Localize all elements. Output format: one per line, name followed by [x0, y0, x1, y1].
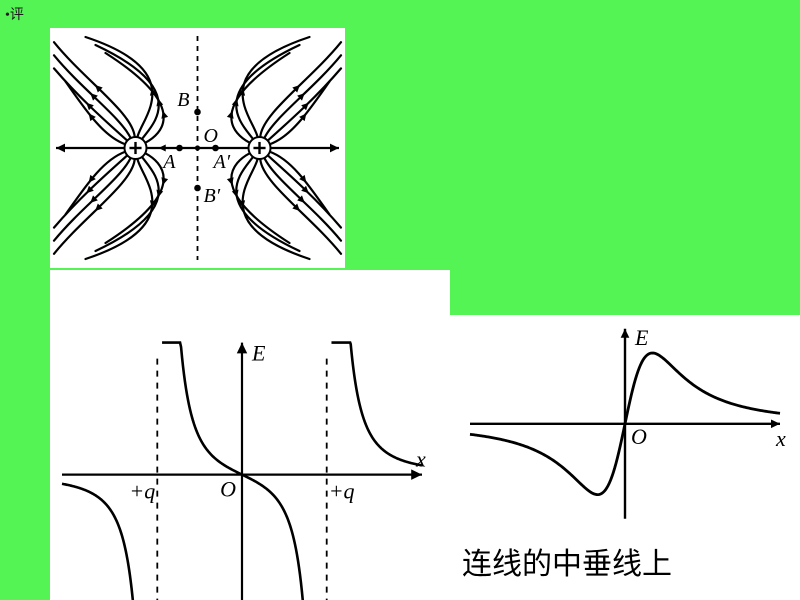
svg-text:+q: +q: [329, 479, 355, 504]
svg-text:O: O: [204, 125, 218, 147]
svg-text:O: O: [220, 477, 236, 502]
svg-text:E: E: [251, 341, 266, 366]
field-lines-diagram: O A A′ B B′: [50, 28, 345, 268]
svg-text:x: x: [775, 426, 786, 451]
perp-bisector-chart: Ex O 连线的中垂线上: [450, 315, 800, 600]
svg-text:x: x: [415, 447, 426, 472]
svg-text:A: A: [161, 151, 176, 173]
svg-text:A′: A′: [212, 151, 231, 173]
axis-field-chart: Ex O +q +q: [50, 270, 450, 600]
svg-text:B: B: [177, 89, 189, 111]
svg-text:O: O: [631, 424, 647, 449]
svg-text:B′: B′: [204, 185, 221, 207]
svg-text:+q: +q: [129, 479, 155, 504]
perp-bisector-caption: 连线的中垂线上: [462, 539, 672, 583]
top-bar-label: •评: [5, 4, 24, 24]
axis-field-svg: Ex O +q +q: [50, 270, 450, 600]
perp-bisector-svg: Ex O: [450, 315, 800, 545]
svg-text:E: E: [634, 325, 649, 350]
field-lines-svg: O A A′ B B′: [50, 28, 345, 268]
slide-stage: •评 O A A′ B B′ Ex O +q +q Ex O 连线的中垂线上: [0, 0, 800, 600]
